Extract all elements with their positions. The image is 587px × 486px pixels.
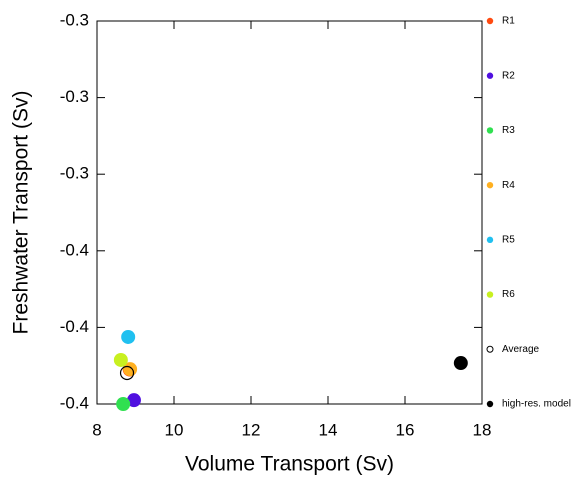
x-tick-label: 10	[165, 420, 184, 439]
x-axis-title: Volume Transport (Sv)	[185, 453, 394, 476]
x-tick-label: 14	[319, 420, 338, 439]
legend-label: R1	[502, 16, 515, 27]
y-tick-label: -0.3	[60, 87, 89, 106]
y-axis-title: Freshwater Transport (Sv)	[10, 91, 33, 335]
legend-label: R3	[502, 125, 515, 136]
legend-label: R2	[502, 70, 515, 81]
legend-label: R6	[502, 289, 515, 300]
y-tick-label: -0.3	[60, 164, 89, 183]
x-tick-label: 8	[92, 420, 101, 439]
y-tick-label: -0.4	[60, 317, 89, 336]
legend-label: high-res. model	[502, 399, 571, 410]
legend-marker	[486, 345, 494, 353]
point	[126, 393, 141, 408]
legend-label: R5	[502, 234, 515, 245]
legend-marker	[486, 181, 494, 189]
legend-label: R4	[502, 180, 515, 191]
point	[121, 329, 136, 344]
point	[453, 356, 468, 371]
y-tick-label: -0.4	[60, 393, 89, 412]
point	[116, 397, 131, 411]
legend-marker	[486, 236, 494, 244]
y-tick-label: -0.4	[60, 240, 89, 259]
plot-frame	[96, 20, 483, 405]
legend-marker	[486, 291, 494, 298]
y-tick-label: -0.3	[60, 10, 89, 29]
legend-label: Average	[502, 344, 540, 355]
legend-marker	[486, 400, 494, 408]
x-tick-label: 16	[396, 420, 415, 439]
point	[113, 352, 128, 367]
legend-marker	[486, 72, 494, 79]
point	[119, 365, 135, 381]
legend-marker	[486, 127, 494, 134]
x-tick-label: 12	[242, 420, 261, 439]
legend-marker	[486, 17, 494, 25]
x-tick-label: 18	[473, 420, 492, 439]
